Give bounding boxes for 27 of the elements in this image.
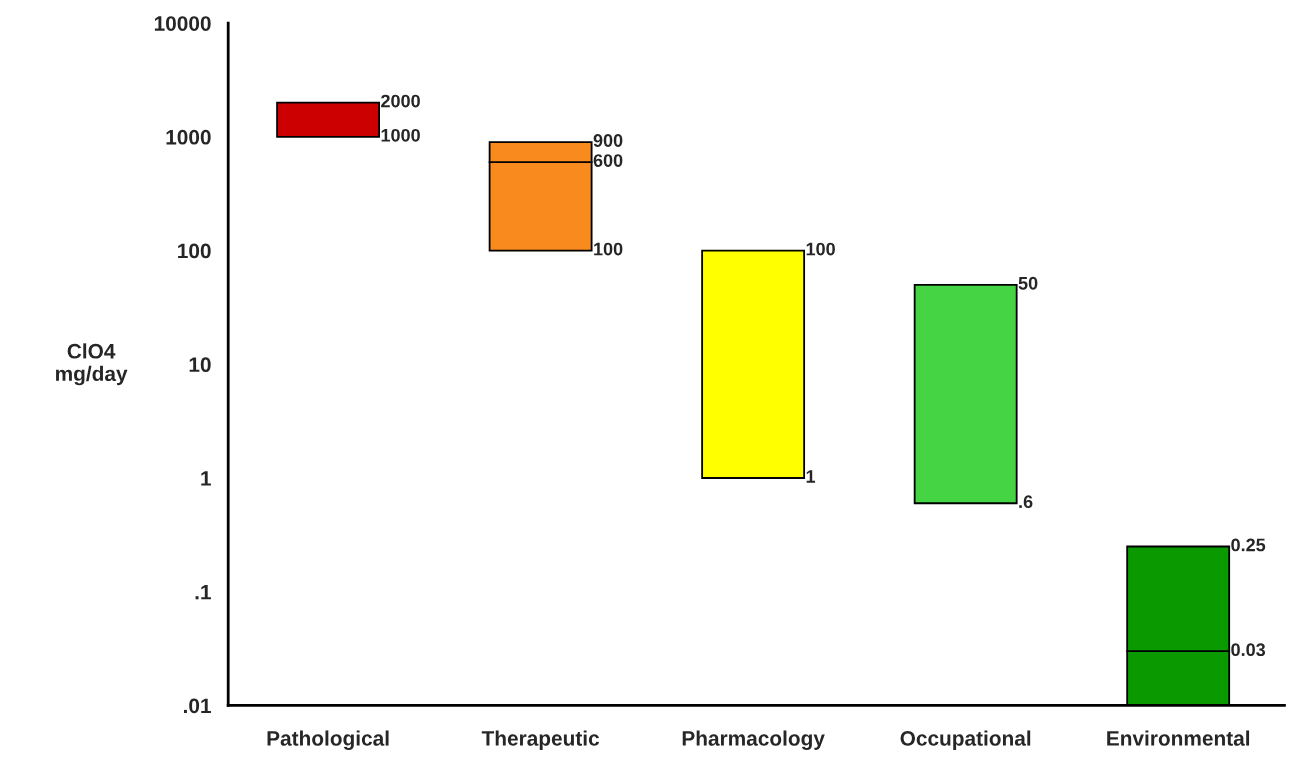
y-tick-label: 1 — [201, 471, 211, 486]
annotation: 0.03 — [1231, 643, 1266, 657]
y-tick-label: 10000 — [154, 16, 211, 31]
annotation: 0.25 — [1231, 538, 1266, 552]
annotation: 100 — [594, 242, 623, 256]
y-tick-label: 10 — [189, 357, 211, 373]
annotation: 2000 — [381, 94, 420, 108]
y-tick-label: .1 — [195, 584, 211, 600]
x-tick-label: Pathological — [267, 730, 389, 750]
x-tick-label: Pharmacology — [682, 730, 825, 750]
x-tick-label: Occupational — [900, 730, 1031, 750]
bar — [701, 249, 806, 479]
y-axis-title: ClO4 mg/day — [56, 343, 128, 386]
annotation: 900 — [593, 134, 623, 147]
y-tick-label: .01 — [183, 698, 211, 714]
annotation: .6 — [1019, 495, 1033, 509]
annotation: 100 — [806, 242, 835, 256]
x-tick-label: Therapeutic — [481, 730, 600, 750]
bar — [913, 283, 1018, 505]
y-tick-label: 100 — [178, 243, 211, 259]
annotation: 50 — [1018, 276, 1038, 290]
bar — [276, 101, 380, 138]
annotation: 600 — [593, 154, 623, 167]
y-tick-label: 1000 — [166, 129, 211, 145]
x-tick-label: Environmental — [1107, 730, 1250, 746]
annotation: 1 — [806, 470, 816, 483]
annotation: 1000 — [381, 128, 420, 142]
